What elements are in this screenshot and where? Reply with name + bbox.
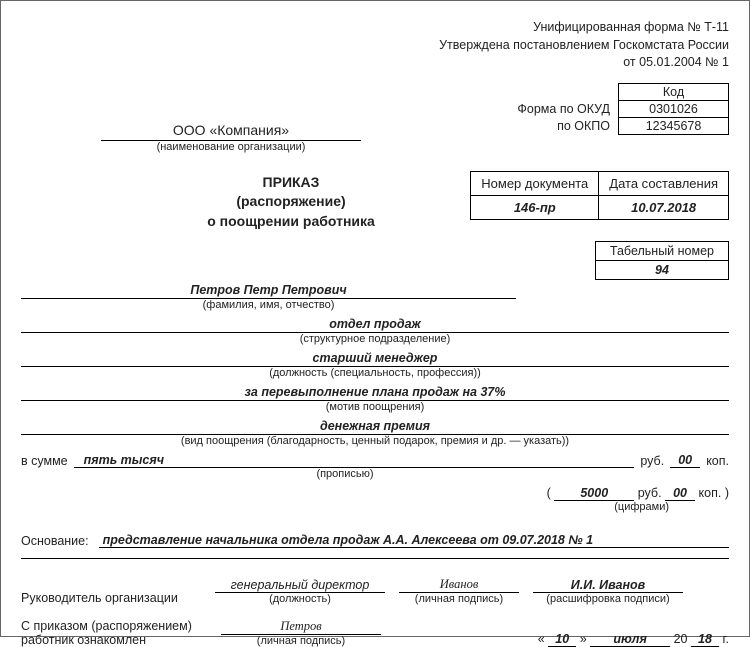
sum-words-under: (прописью) <box>81 468 609 480</box>
code-block: Код Форма по ОКУД 0301026 по ОКПО 123456… <box>516 83 729 135</box>
okpo-value: 12345678 <box>619 118 729 135</box>
leader-name-under: (расшифровка подписи) <box>533 593 683 605</box>
tabnum-head: Табельный номер <box>595 242 728 261</box>
motive-under: (мотив поощрения) <box>21 401 729 413</box>
title-block: ПРИКАЗ (распоряжение) о поощрении работн… <box>141 173 441 232</box>
rub-label: руб. <box>640 454 664 468</box>
tabnum-value: 94 <box>595 261 728 280</box>
organization-name: ООО «Компания» <box>101 122 361 141</box>
sum-digits-under: (цифрами) <box>21 501 729 513</box>
docnum-head1: Номер документа <box>471 172 599 196</box>
ack-label2: работник ознакомлен <box>21 633 211 647</box>
form-header-line2: Утверждена постановлением Госкомстата Ро… <box>21 37 729 55</box>
sum-label: в сумме <box>21 454 68 468</box>
kop-label2: коп. <box>699 486 722 500</box>
sum-kop2: 00 <box>665 486 695 501</box>
doc-date: 10.07.2018 <box>599 196 729 220</box>
sum-row: в сумме пять тысяч руб. 00 коп. <box>21 453 729 468</box>
title-line2: (распоряжение) <box>141 192 441 212</box>
basis-row: Основание: представление начальника отде… <box>21 533 729 548</box>
organization-under: (наименование организации) <box>101 141 361 153</box>
ack-year-suffix: г. <box>722 632 729 646</box>
ack-label1: С приказом (распоряжением) <box>21 619 211 633</box>
title-line3: о поощрении работника <box>141 212 441 232</box>
organization-area: ООО «Компания» (наименование организации… <box>101 122 361 153</box>
ack-row: С приказом (распоряжением) работник озна… <box>21 619 729 647</box>
basis-line2 <box>21 558 729 559</box>
ack-month: июля <box>590 632 670 647</box>
code-head: Код <box>619 84 729 101</box>
okpo-label: по ОКПО <box>516 118 618 135</box>
sum-kop1: 00 <box>670 453 700 468</box>
leader-row: Руководитель организации генеральный дир… <box>21 577 729 605</box>
position: старший менеджер <box>21 351 729 367</box>
tab-number-block: Табельный номер 94 <box>595 241 729 280</box>
fio: Петров Петр Петрович <box>21 283 516 299</box>
basis-label: Основание: <box>21 534 89 548</box>
leader-sign: Иванов <box>399 577 519 593</box>
docnum-head2: Дата составления <box>599 172 729 196</box>
form-header: Унифицированная форма № Т-11 Утверждена … <box>21 19 729 72</box>
fio-under: (фамилия, имя, отчество) <box>21 299 516 311</box>
form-header-line1: Унифицированная форма № Т-11 <box>21 19 729 37</box>
leader-label: Руководитель организации <box>21 591 201 605</box>
position-under: (должность (специальность, профессия)) <box>21 367 729 379</box>
basis-text: представление начальника отдела продаж А… <box>99 533 729 548</box>
sum-digits: 5000 <box>554 486 634 501</box>
leader-name: И.И. Иванов <box>533 578 683 593</box>
encouragement-kind: денежная премия <box>21 419 729 435</box>
sum-digits-row: ( 5000 руб. 00 коп. ) <box>21 486 729 501</box>
title-line1: ПРИКАЗ <box>141 173 441 193</box>
ack-day: 10 <box>548 632 576 647</box>
motive: за перевыполнение плана продаж на 37% <box>21 385 729 401</box>
ack-year: 18 <box>691 632 719 647</box>
ack-sign: Петров <box>221 619 381 635</box>
doc-number: 146-пр <box>471 196 599 220</box>
department: отдел продаж <box>21 317 729 333</box>
kop-label: коп. <box>706 454 729 468</box>
form-header-line3: от 05.01.2004 № 1 <box>21 54 729 72</box>
department-under: (структурное подразделение) <box>21 333 729 345</box>
leader-pos-under: (должность) <box>215 593 385 605</box>
ack-sign-under: (личная подпись) <box>221 635 381 647</box>
encouragement-kind-under: (вид поощрения (благодарность, ценный по… <box>21 435 729 447</box>
fields: Петров Петр Петрович (фамилия, имя, отче… <box>21 283 729 647</box>
form-t11: Унифицированная форма № Т-11 Утверждена … <box>0 0 750 637</box>
doc-number-block: Номер документа Дата составления 146-пр … <box>470 171 729 220</box>
fio-row: Петров Петр Петрович <box>21 283 729 299</box>
sum-words: пять тысяч <box>74 453 635 468</box>
leader-position: генеральный директор <box>215 578 385 593</box>
rub-label2: руб. <box>638 486 662 500</box>
ack-year-prefix: 20 <box>674 632 688 646</box>
okud-value: 0301026 <box>619 101 729 118</box>
okud-label: Форма по ОКУД <box>516 101 618 118</box>
leader-sign-under: (личная подпись) <box>399 593 519 605</box>
